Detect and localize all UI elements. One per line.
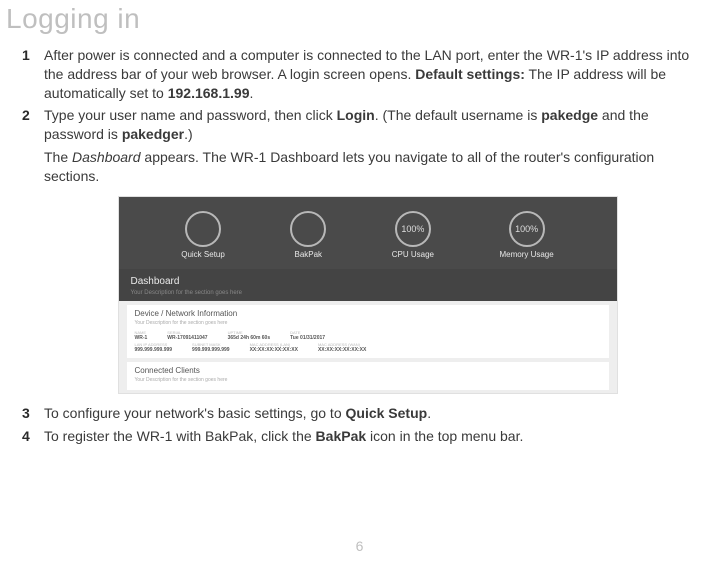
info-col: NAMEWR-1: [135, 330, 148, 342]
info-col: SUBNET MASK999.999.999.999: [192, 342, 230, 354]
info-col: DATETue 01/31/2017: [290, 330, 325, 342]
device-info-card: Device / Network InformationYour Descrip…: [127, 305, 609, 358]
step-item: 3To configure your network's basic setti…: [44, 404, 691, 423]
dashboard-top-item: BakPak: [290, 211, 326, 261]
text-run: To configure your network's basic settin…: [44, 405, 346, 421]
text-run: .): [184, 126, 193, 142]
info-col: MAC ADDRESS (LAN)XX:XX:XX:XX:XX:XX: [250, 342, 298, 354]
gauge-circle: [290, 211, 326, 247]
gauge-circle: 100%: [395, 211, 431, 247]
step-number: 3: [22, 404, 30, 423]
dashboard-top-item: 100% Memory Usage: [499, 211, 553, 261]
step-body: To configure your network's basic settin…: [44, 404, 691, 423]
text-run: Dashboard: [72, 149, 141, 165]
dashboard-cards: Device / Network InformationYour Descrip…: [119, 301, 617, 394]
gauge-label: Quick Setup: [181, 250, 225, 261]
info-value: 365d 24h 60m 60s: [228, 335, 271, 342]
info-value: WR-17091411047: [167, 335, 207, 342]
text-run: BakPak: [316, 428, 367, 444]
dashboard-topbar: Quick Setup BakPak 100% CPU Usage 100% Memory…: [119, 197, 617, 269]
page-number: 6: [0, 537, 719, 556]
dashboard-screenshot: Quick Setup BakPak 100% CPU Usage 100% Memory…: [118, 196, 618, 394]
dashboard-top-item: Quick Setup: [181, 211, 225, 261]
text-run: icon in the top menu bar.: [366, 428, 523, 444]
gauge-circle: 100%: [509, 211, 545, 247]
text-run: 192.168.1.99: [168, 85, 250, 101]
step-number: 1: [22, 46, 30, 65]
text-run: pakedge: [541, 107, 598, 123]
info-row: NAMEWR-1 SERIALWR-17091411047 UPTIME365d 2…: [135, 330, 601, 342]
step-item: 4To register the WR-1 with BakPak, click…: [44, 427, 691, 446]
step-paragraph: Type your user name and password, then c…: [44, 106, 691, 144]
dashboard-header-title: Dashboard: [131, 275, 605, 289]
card-title: Device / Network Information: [135, 309, 601, 320]
step-item: 1After power is connected and a computer…: [44, 46, 691, 103]
info-col: SERIALWR-17091411047: [167, 330, 207, 342]
step-number: 4: [22, 427, 30, 446]
card-subtitle: Your Description for the section goes he…: [135, 320, 601, 327]
text-run: . (The default username is: [375, 107, 542, 123]
text-run: .: [249, 85, 253, 101]
info-row: LAN IP ADDRESS999.999.999.999 SUBNET MASK…: [135, 342, 601, 354]
gauge-label: CPU Usage: [392, 250, 434, 261]
step-item: 2Type your user name and password, then …: [44, 106, 691, 394]
dashboard-header-sub: Your Description for the section goes he…: [131, 289, 605, 297]
info-value: XX:XX:XX:XX:XX:XX: [318, 347, 366, 354]
info-value: XX:XX:XX:XX:XX:XX: [250, 347, 298, 354]
gauge-label: Memory Usage: [499, 250, 553, 261]
info-value: WR-1: [135, 335, 148, 342]
text-run: The: [44, 149, 72, 165]
gauge-label: BakPak: [294, 250, 322, 261]
step-paragraph: After power is connected and a computer …: [44, 46, 691, 103]
text-run: Default settings:: [415, 66, 525, 82]
step-body: After power is connected and a computer …: [44, 46, 691, 103]
info-col: UPTIME365d 24h 60m 60s: [228, 330, 271, 342]
step-paragraph: To register the WR-1 with BakPak, click …: [44, 427, 691, 446]
text-run: Login: [337, 107, 375, 123]
dashboard-header: DashboardYour Description for the sectio…: [119, 269, 617, 301]
card-title: Connected Clients: [135, 366, 601, 377]
connected-clients-card: Connected ClientsYour Description for th…: [127, 362, 609, 391]
info-value: 999.999.999.999: [135, 347, 173, 354]
dashboard-top-item: 100% CPU Usage: [392, 211, 434, 261]
text-run: pakedger: [122, 126, 184, 142]
text-run: .: [427, 405, 431, 421]
gauge-circle: [185, 211, 221, 247]
card-subtitle: Your Description for the section goes he…: [135, 377, 601, 384]
step-paragraph: The Dashboard appears. The WR-1 Dashboar…: [44, 148, 691, 186]
info-col: MAC ADDRESS (WAN)XX:XX:XX:XX:XX:XX: [318, 342, 366, 354]
text-run: Type your user name and password, then c…: [44, 107, 337, 123]
info-value: 999.999.999.999: [192, 347, 230, 354]
step-number: 2: [22, 106, 30, 125]
page-title: Logging in: [0, 0, 719, 46]
info-col: LAN IP ADDRESS999.999.999.999: [135, 342, 173, 354]
info-value: Tue 01/31/2017: [290, 335, 325, 342]
text-run: To register the WR-1 with BakPak, click …: [44, 428, 316, 444]
step-paragraph: To configure your network's basic settin…: [44, 404, 691, 423]
step-body: Type your user name and password, then c…: [44, 106, 691, 394]
text-run: Quick Setup: [346, 405, 428, 421]
steps-list: 1 After power is connected and a computer…: [0, 46, 719, 446]
step-body: To register the WR-1 with BakPak, click …: [44, 427, 691, 446]
